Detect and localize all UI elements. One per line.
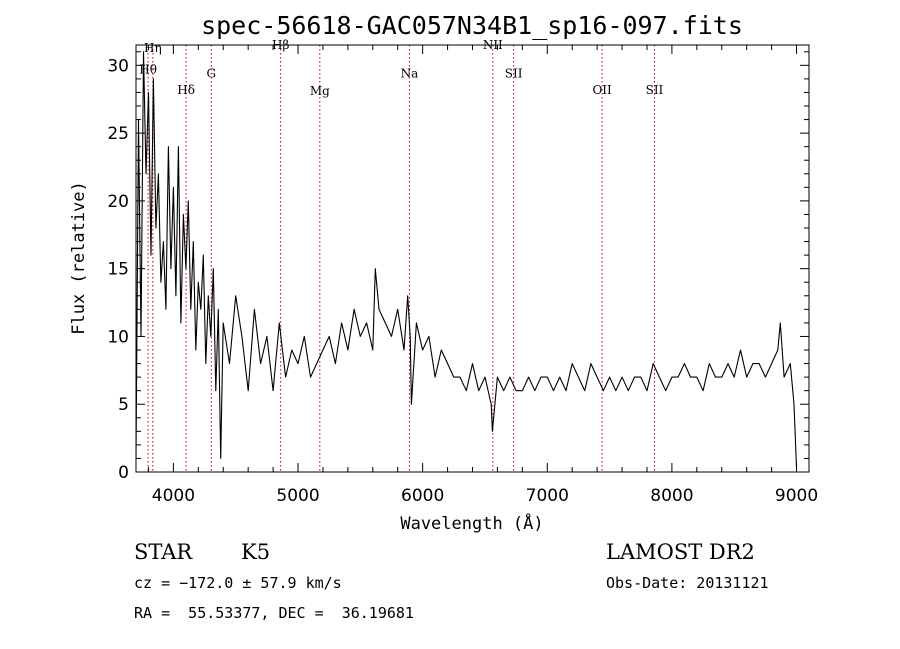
marker-label: OII <box>592 83 612 97</box>
marker-label: Hθ <box>139 62 157 76</box>
y-tick-label: 25 <box>107 124 129 144</box>
x-axis-label: Wavelength (Å) <box>400 512 543 534</box>
object-class: STAR <box>134 540 193 564</box>
obs-date-text: Obs-Date: 20131121 <box>606 574 769 592</box>
spectrum-line <box>135 51 798 468</box>
y-tick-label: 5 <box>118 395 129 415</box>
y-tick-label: 30 <box>107 56 129 76</box>
x-tick-label: 7000 <box>526 486 569 506</box>
x-tick-label: 6000 <box>401 486 444 506</box>
y-axis: 0 5 10 15 20 25 30 <box>107 51 809 483</box>
marker-label: SII <box>505 67 523 81</box>
x-tick-label: 5000 <box>276 486 319 506</box>
y-tick-label: 0 <box>118 463 129 483</box>
object-subclass: K5 <box>241 540 271 564</box>
marker-label: SII <box>646 83 664 97</box>
marker-label: Na <box>401 67 419 81</box>
spectrum-series <box>135 51 798 468</box>
marker-label: G <box>206 67 216 81</box>
x-tick-label: 8000 <box>650 486 693 506</box>
x-tick-label: 9000 <box>775 486 818 506</box>
x-tick-label: 4000 <box>152 486 195 506</box>
coordinates-text: RA = 55.53377, DEC = 36.19681 <box>134 604 414 622</box>
y-tick-label: 15 <box>107 260 129 280</box>
marker-label: Hδ <box>177 83 195 97</box>
marker-label: Mg <box>310 84 330 98</box>
y-tick-label: 10 <box>107 327 129 347</box>
y-axis-label: Flux (relative) <box>69 181 89 335</box>
chart-title: spec-56618-GAC057N34B1_sp16-097.fits <box>201 11 743 40</box>
marker-label: Hη <box>144 41 162 55</box>
redshift-text: cz = −172.0 ± 57.9 km/s <box>134 574 342 592</box>
plot-frame <box>135 44 810 473</box>
y-tick-label: 20 <box>107 192 129 212</box>
survey-label: LAMOST DR2 <box>606 540 755 564</box>
x-axis: 4000 5000 6000 7000 8000 9000 <box>147 45 818 506</box>
